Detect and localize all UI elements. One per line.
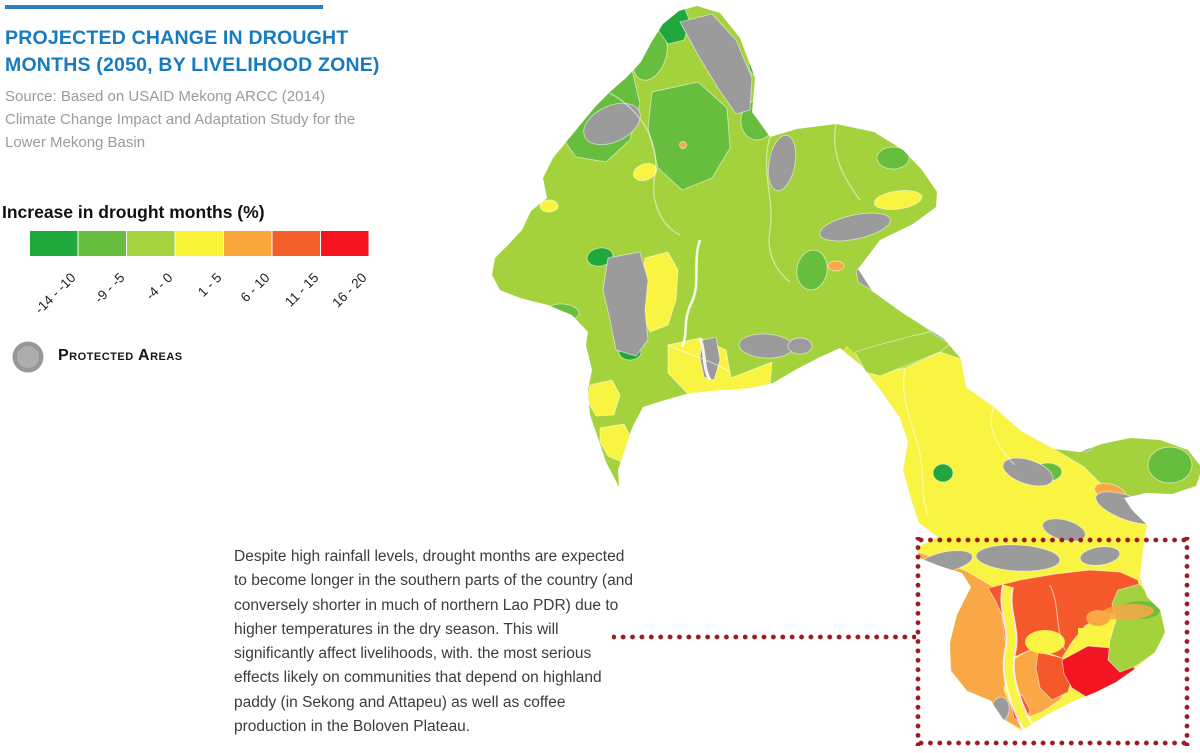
annotation-text: Despite high rainfall levels, drought mo… bbox=[234, 545, 633, 739]
legend-swatch bbox=[78, 231, 126, 256]
legend-swatch bbox=[175, 231, 223, 256]
boloven-east-green-zone bbox=[1107, 583, 1167, 673]
leader-dots bbox=[612, 634, 916, 640]
highlight-box-bottom bbox=[916, 740, 1189, 746]
legend-title: Increase in drought months (%) bbox=[2, 202, 265, 222]
annotation-line: effects likely on communities that depen… bbox=[234, 669, 602, 687]
annotation-line: to become longer in the southern parts o… bbox=[234, 572, 633, 590]
legend-swatch bbox=[30, 231, 78, 256]
light-green-pocket bbox=[854, 329, 953, 377]
highlight-box-left bbox=[915, 537, 921, 746]
annotation-line: higher temperatures in the dry season. T… bbox=[234, 620, 559, 638]
highlight-box-right bbox=[1184, 537, 1190, 746]
province-borders bbox=[609, 92, 1066, 651]
legend-swatch bbox=[321, 231, 369, 256]
highlight-box-top bbox=[916, 537, 1189, 543]
page-title: PROJECTED CHANGE IN DROUGHT MONTHS (2050… bbox=[5, 25, 405, 79]
legend-swatch-bar bbox=[30, 231, 369, 256]
legend-swatch bbox=[127, 231, 175, 256]
page-title-line1: PROJECTED CHANGE IN DROUGHT bbox=[5, 27, 349, 49]
accent-rule bbox=[5, 5, 323, 9]
annotation-line: paddy (in Sekong and Attapeu) as well as… bbox=[234, 693, 566, 711]
annotation-line: production in the Boloven Plateau. bbox=[234, 718, 471, 736]
source-text: Source: Based on USAID Mekong ARCC (2014… bbox=[5, 88, 356, 151]
annotation-line: significantly affect livelihoods, with. … bbox=[234, 645, 592, 663]
protected-areas-icon bbox=[12, 341, 44, 373]
legend-swatch bbox=[224, 231, 272, 256]
mekong-ribbon bbox=[1000, 584, 1036, 731]
protected-areas-label: Protected Areas bbox=[58, 347, 183, 364]
page-title-line2: MONTHS (2050, BY LIVELIHOOD ZONE) bbox=[5, 54, 380, 76]
annotation-line: Despite high rainfall levels, drought mo… bbox=[234, 548, 625, 565]
annotation-line: conversely shorter in much of northern L… bbox=[234, 596, 619, 614]
bulge-texture bbox=[1025, 601, 1160, 654]
legend-swatch bbox=[272, 231, 320, 256]
